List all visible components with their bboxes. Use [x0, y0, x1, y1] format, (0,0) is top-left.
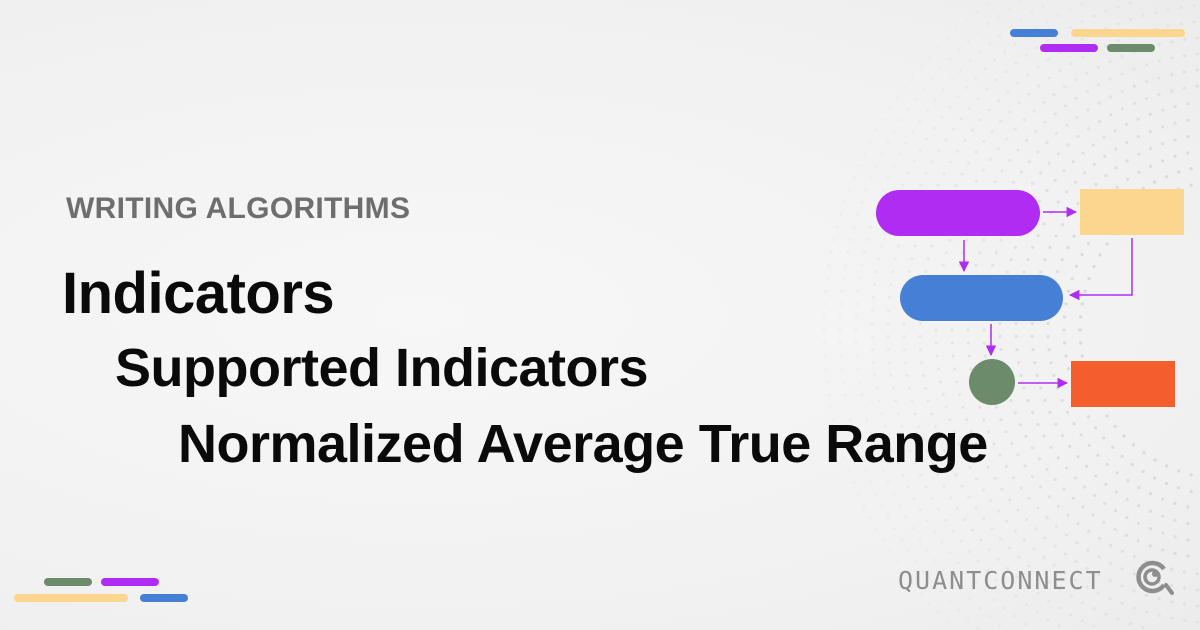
- title-line-1: Indicators: [62, 261, 335, 326]
- decor-bar-purple-bottom: [101, 578, 159, 586]
- section-eyebrow: WRITING ALGORITHMS: [66, 192, 411, 225]
- flow-node-yellow: [1080, 189, 1184, 235]
- flow-node-blue: [900, 275, 1063, 321]
- flow-node-green-circle: [969, 359, 1015, 405]
- title-line-2: Supported Indicators: [115, 338, 649, 398]
- quantconnect-logo-icon: [1136, 560, 1174, 595]
- decor-bar-yellow-top: [1071, 29, 1185, 37]
- decor-bar-green-top: [1107, 44, 1155, 52]
- brand-wordmark: QUANTCONNECT: [898, 566, 1103, 595]
- flow-diagram-illustration: [876, 189, 1184, 407]
- decor-bar-blue-top: [1010, 29, 1058, 37]
- decor-bar-yellow-bottom: [14, 594, 128, 602]
- flow-node-purple: [876, 190, 1040, 236]
- flow-node-orange: [1071, 361, 1175, 407]
- decor-bar-green-bottom: [44, 578, 92, 586]
- flow-arrow-yellow-to-blue: [1068, 238, 1133, 301]
- decor-bar-blue-bottom: [140, 594, 188, 602]
- decor-bar-purple-top: [1040, 44, 1098, 52]
- title-line-3: Normalized Average True Range: [178, 414, 988, 474]
